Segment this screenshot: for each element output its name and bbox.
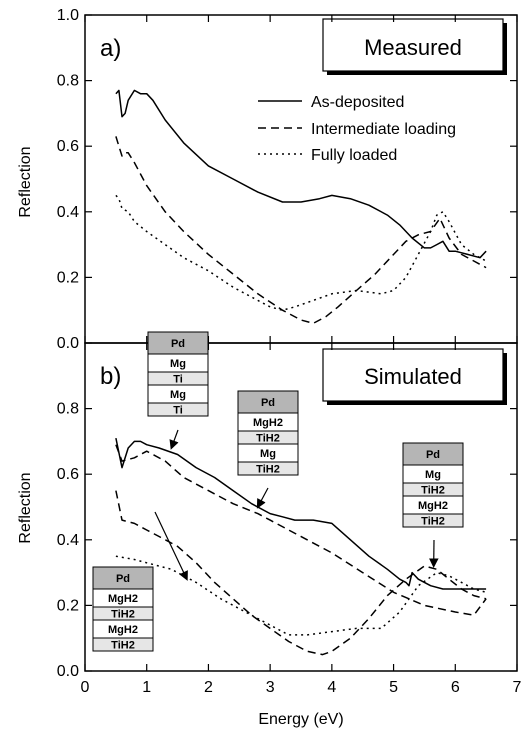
layer-label: Mg: [170, 389, 186, 401]
layer-label: Pd: [426, 449, 440, 461]
series-line-dashed-1: [115, 444, 487, 616]
series-line-solid-0: [115, 437, 487, 590]
layer-stack-arrow: [154, 511, 188, 581]
layer-stack-4: Pd MgH2 TiH2 MgH2 TiH2: [92, 511, 188, 652]
layer-label: Pd: [171, 338, 185, 350]
series-line-dashed-1: [115, 136, 487, 325]
series-line-solid-0: [115, 89, 487, 259]
layer-label: MgH2: [108, 593, 138, 605]
panel-b-frame: [84, 342, 518, 672]
layer-label: TiH2: [421, 485, 445, 497]
layer-block: [237, 461, 299, 476]
layer-label: TiH2: [421, 516, 445, 528]
xtick-label: 6: [451, 679, 460, 696]
ytick-label: 0.8: [57, 401, 79, 418]
layer-stack-arrow: [169, 429, 179, 450]
ytick-label: 1.0: [57, 7, 79, 24]
xtick-label: 4: [327, 679, 336, 696]
layer-label: TiH2: [111, 609, 135, 621]
panel-a: a) Measured As-deposited Intermediate lo…: [17, 7, 518, 352]
series-line-dotted-3: [115, 555, 487, 636]
xtick-label: 0: [81, 679, 90, 696]
legend-label-fully-loaded: Fully loaded: [311, 147, 397, 164]
legend-label-intermediate: Intermediate loading: [311, 121, 456, 138]
panel-b-title: Simulated: [364, 364, 462, 389]
ytick-label: 0.0: [57, 335, 79, 352]
panel-b-xlabel: Energy (eV): [258, 711, 343, 728]
panel-a-series: [115, 89, 487, 325]
ytick-label: 0.6: [57, 466, 79, 483]
panel-b: b) Simulated 0.0 0.2 0.4 0.6 0.8 0 1 2 3 4 5 6 7 Pd M…: [17, 331, 522, 728]
ytick-label: 0.6: [57, 138, 79, 155]
layer-block: [147, 402, 209, 417]
layer-label: Mg: [260, 448, 276, 460]
layer-stack-1: Pd Mg Ti Mg Ti: [147, 331, 209, 450]
series-line-dashed-2: [115, 490, 487, 656]
layer-label: TiH2: [111, 640, 135, 652]
layer-block: [92, 637, 154, 652]
layer-label: TiH2: [256, 433, 280, 445]
xtick-label: 1: [142, 679, 151, 696]
layer-label: Mg: [425, 469, 441, 481]
panel-a-label: a): [100, 35, 121, 62]
layer-label: Ti: [173, 405, 183, 417]
panel-b-title-box: Simulated: [322, 348, 507, 405]
layer-label: MgH2: [108, 624, 138, 636]
panel-b-ylabel: Reflection: [17, 472, 34, 543]
layer-stacks: Pd Mg Ti Mg Ti Pd MgH2 TiH2 Mg TiH2 Pd Mg TiH2 MgH2 Ti…: [92, 331, 464, 652]
legend-label-as-deposited: As-deposited: [311, 94, 404, 111]
xtick-label: 3: [266, 679, 275, 696]
xtick-label: 2: [204, 679, 213, 696]
layer-stack-3: Pd Mg TiH2 MgH2 TiH2: [402, 442, 464, 568]
layer-stack-arrow: [256, 487, 269, 509]
xtick-label: 5: [389, 679, 398, 696]
layer-label: Pd: [116, 573, 130, 585]
panel-a-ticks: 0.0 0.2 0.4 0.6 0.8 1.0: [57, 7, 518, 352]
layer-stack-2: Pd MgH2 TiH2 Mg TiH2: [237, 390, 299, 509]
layer-label: Ti: [173, 374, 183, 386]
panel-a-title-box: Measured: [322, 18, 507, 75]
layer-label: Pd: [261, 397, 275, 409]
ytick-label: 0.8: [57, 73, 79, 90]
series-line-dotted-2: [115, 194, 487, 311]
ytick-label: 0.4: [57, 532, 79, 549]
layer-block: [402, 513, 464, 528]
panel-b-series: [115, 437, 487, 656]
ytick-label: 0.2: [57, 597, 79, 614]
ytick-label: 0.4: [57, 204, 79, 221]
panel-a-title: Measured: [364, 35, 462, 60]
ytick-label: 0.0: [57, 663, 79, 680]
legend: As-deposited Intermediate loading Fully …: [258, 94, 456, 164]
layer-label: Mg: [170, 358, 186, 370]
layer-label: MgH2: [253, 417, 283, 429]
xtick-label: 7: [513, 679, 522, 696]
panel-a-ylabel: Reflection: [17, 146, 34, 217]
layer-label: TiH2: [256, 464, 280, 476]
panel-b-label: b): [100, 363, 121, 390]
panel-b-ticks: 0.0 0.2 0.4 0.6 0.8 0 1 2 3 4 5 6 7: [57, 343, 522, 696]
layer-label: MgH2: [418, 500, 448, 512]
ytick-label: 0.2: [57, 269, 79, 286]
